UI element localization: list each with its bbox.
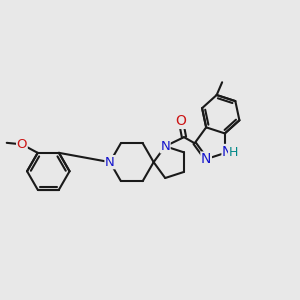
Text: H: H xyxy=(229,146,238,159)
Text: N: N xyxy=(201,152,211,166)
Text: N: N xyxy=(105,156,115,169)
Text: N: N xyxy=(222,145,232,158)
Text: N: N xyxy=(160,140,170,153)
Text: O: O xyxy=(17,138,27,151)
Text: O: O xyxy=(176,114,186,128)
